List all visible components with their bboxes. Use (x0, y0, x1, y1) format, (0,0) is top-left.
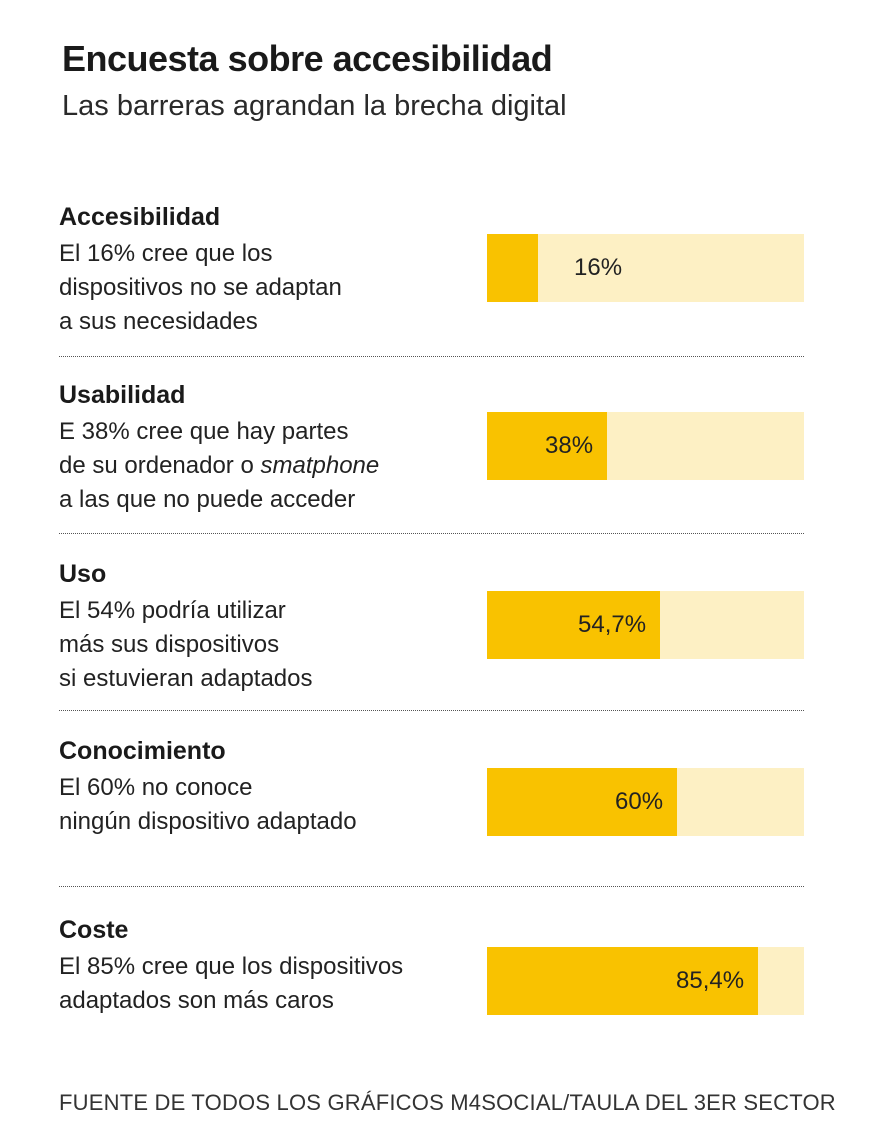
category-description: El 16% cree que los dispositivos no se ad… (59, 237, 342, 339)
description-line: si estuvieran adaptados (59, 665, 313, 692)
data-label: 85,4% (676, 967, 745, 994)
chart-title: Encuesta sobre accesibilidad (62, 38, 553, 79)
description-line: El 60% no conoce (59, 774, 253, 801)
bar-track: 60% (487, 768, 804, 836)
description-line: a sus necesidades (59, 308, 258, 335)
description-line: El 54% podría utilizar (59, 597, 286, 624)
row-divider (59, 533, 804, 534)
data-label: 54,7% (578, 611, 647, 638)
description-line: E 38% cree que hay partes (59, 418, 349, 445)
category-description: El 85% cree que los dispositivos adaptado… (59, 950, 403, 1018)
row-divider (59, 710, 804, 711)
category-description: E 38% cree que hay partes de su ordenador… (59, 415, 379, 517)
category-label: Conocimiento (59, 737, 226, 765)
row-divider (59, 886, 804, 887)
bar (487, 591, 660, 659)
bar (487, 768, 677, 836)
category-label: Coste (59, 916, 129, 944)
category-label: Usabilidad (59, 381, 186, 409)
category-label: Uso (59, 560, 107, 588)
description-line: El 16% cree que los (59, 240, 273, 267)
data-label: 16% (574, 254, 623, 281)
description-line: a las que no puede acceder (59, 486, 356, 513)
description-line: de su ordenador o smatphone (59, 452, 380, 479)
source-note: FUENTE DE TODOS LOS GRÁFICOS M4SOCIAL/TA… (59, 1090, 836, 1115)
data-label: 38% (545, 432, 594, 459)
description-line: adaptados son más caros (59, 987, 334, 1014)
bar (487, 412, 607, 480)
description-line: dispositivos no se adaptan (59, 274, 342, 301)
description-line: El 85% cree que los dispositivos (59, 953, 404, 980)
bar-track: 54,7% (487, 591, 804, 659)
chart-subtitle: Las barreras agrandan la brecha digital (62, 90, 567, 122)
data-label: 60% (615, 788, 664, 815)
bar-track: 16% (487, 234, 804, 302)
category-description: El 60% no conoce ningún dispositivo adapt… (59, 771, 357, 839)
category-label: Accesibilidad (59, 203, 221, 231)
bar (487, 234, 538, 302)
category-description: El 54% podría utilizar más sus dispositiv… (59, 594, 313, 696)
bar-track: 38% (487, 412, 804, 480)
row-divider (59, 356, 804, 357)
description-line: ningún dispositivo adaptado (59, 808, 357, 835)
description-line: más sus dispositivos (59, 631, 280, 658)
bar (487, 947, 758, 1015)
bar-track: 85,4% (487, 947, 804, 1015)
